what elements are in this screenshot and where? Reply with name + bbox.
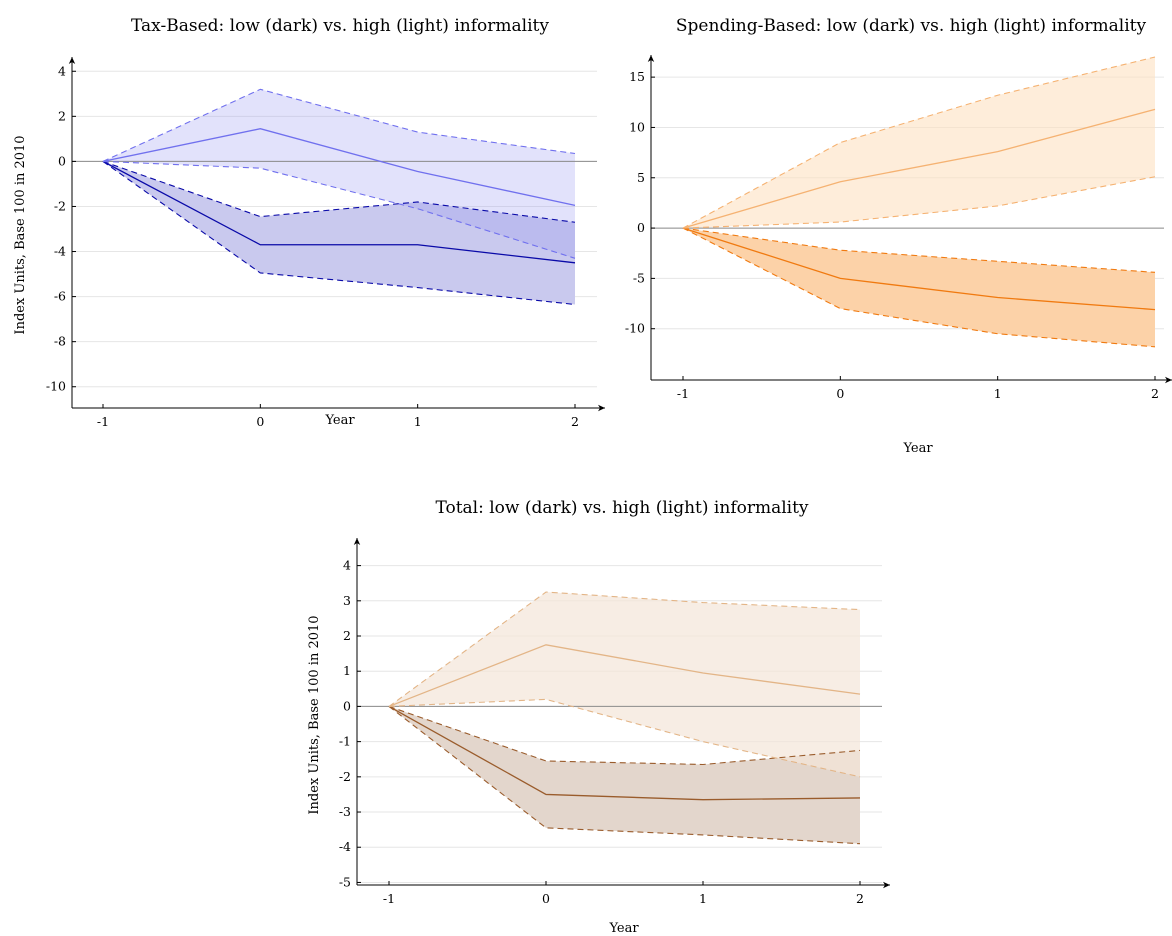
y-tick-label: -8: [54, 334, 66, 349]
x-tick-label: 2: [1151, 386, 1159, 401]
upper-bound-line: [388, 591, 861, 707]
confidence-band: [683, 57, 1155, 229]
y-tick-label: 5: [637, 170, 645, 185]
x-axis-label: Year: [608, 921, 639, 936]
chart-title: Tax-Based: low (dark) vs. high (light) i…: [131, 16, 549, 36]
x-tick-label: 0: [542, 891, 550, 906]
lower-bound-line: [388, 705, 861, 845]
y-tick-label: -4: [339, 839, 351, 854]
upper-bound-line: [388, 705, 861, 766]
y-axis-label: Index Units, Base 100 in 2010: [13, 135, 28, 334]
y-axis-label: Index Units, Base 100 in 2010: [307, 615, 322, 814]
y-tick-label: -4: [54, 244, 66, 259]
estimate-line: [388, 644, 861, 708]
y-tick-label: -10: [625, 321, 645, 336]
y-tick-label: 15: [629, 69, 645, 84]
upper-bound-line: [102, 88, 576, 162]
y-tick-label: 2: [343, 628, 351, 643]
y-axis-arrow: [68, 57, 76, 64]
y-tick-label: -10: [46, 379, 66, 394]
lower-bound-line: [102, 160, 576, 306]
lower-bound-line: [682, 227, 1156, 348]
x-axis-label: Year: [902, 441, 933, 456]
x-tick-label: 1: [994, 386, 1002, 401]
x-axis-arrow: [1165, 376, 1172, 384]
y-tick-label: -5: [339, 874, 351, 889]
y-tick-label: 4: [58, 63, 66, 78]
upper-bound-line: [102, 160, 576, 223]
chart-3: 4 3 2 1 0 -1 -2 -3 -4 -5 -1 0 1 2 Total: low (dark) vs…: [307, 498, 890, 936]
lower-bound-line: [388, 698, 861, 778]
y-tick-label: 0: [637, 220, 645, 235]
y-tick-label: 0: [58, 153, 66, 168]
confidence-band: [389, 592, 860, 777]
x-axis-arrow: [598, 404, 605, 412]
confidence-band: [389, 706, 860, 844]
x-tick-label: 2: [856, 891, 864, 906]
chart-title: Spending-Based: low (dark) vs. high (lig…: [676, 16, 1147, 36]
x-tick-label: 2: [571, 414, 579, 429]
upper-bound-line: [682, 56, 1156, 229]
y-tick-label: 2: [58, 108, 66, 123]
x-tick-label: -1: [97, 414, 109, 429]
lower-bound-line: [102, 160, 576, 259]
upper-bound-line: [682, 227, 1156, 273]
confidence-band: [103, 89, 575, 259]
x-tick-label: 1: [414, 414, 422, 429]
x-tick-label: 1: [699, 891, 707, 906]
x-axis-arrow: [883, 881, 890, 889]
estimate-line: [102, 128, 576, 206]
y-tick-label: 4: [343, 558, 351, 573]
estimate-line: [388, 705, 861, 801]
estimate-line: [682, 227, 1156, 311]
y-tick-label: 0: [343, 698, 351, 713]
confidence-band: [103, 161, 575, 305]
y-tick-label: -6: [54, 289, 66, 304]
y-tick-label: 1: [343, 663, 351, 678]
x-tick-label: -1: [677, 386, 689, 401]
y-tick-label: -5: [633, 270, 645, 285]
estimate-line: [102, 160, 576, 264]
lower-bound-line: [682, 176, 1156, 229]
y-tick-label: -3: [339, 804, 351, 819]
x-axis-label: Year: [324, 413, 355, 428]
y-tick-label: -2: [339, 769, 351, 784]
y-axis-arrow: [353, 538, 361, 545]
y-tick-label: -2: [54, 198, 66, 213]
x-tick-label: 0: [836, 386, 844, 401]
x-tick-label: -1: [383, 891, 395, 906]
y-axis-arrow: [647, 55, 655, 62]
estimate-line: [682, 108, 1156, 229]
y-tick-label: 10: [629, 119, 645, 134]
y-tick-label: 3: [343, 593, 351, 608]
x-tick-label: 0: [256, 414, 264, 429]
chart-title: Total: low (dark) vs. high (light) infor…: [435, 498, 808, 518]
y-tick-label: -1: [339, 734, 351, 749]
